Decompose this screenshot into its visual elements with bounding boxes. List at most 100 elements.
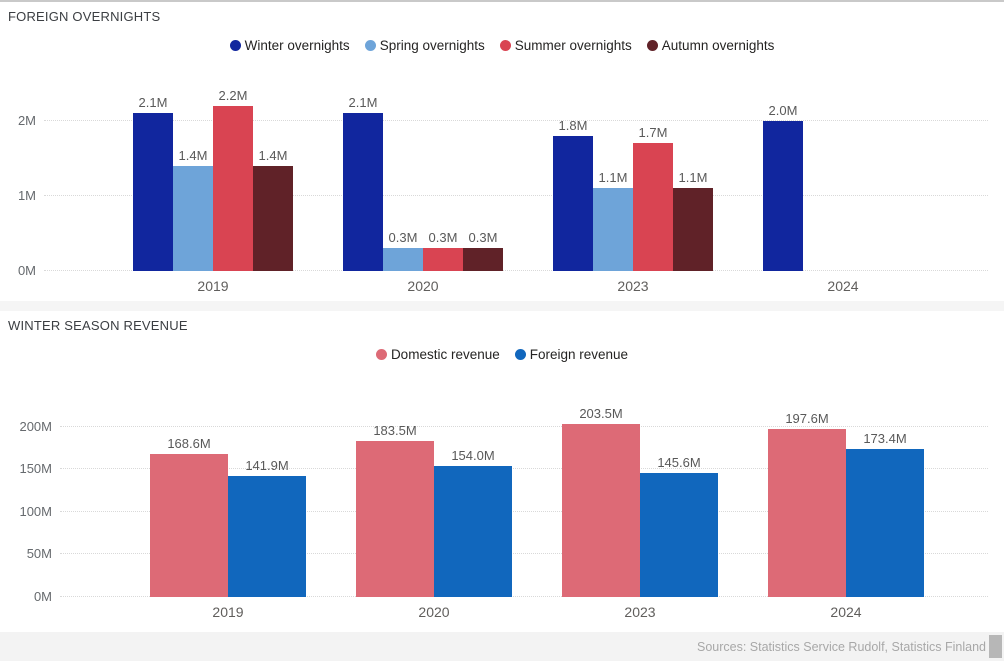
legend-label: Summer overnights bbox=[514, 37, 632, 53]
bar-group: 168.6M 141.9M 2019 bbox=[150, 397, 306, 620]
x-axis-label: 2019 bbox=[212, 604, 244, 620]
y-axis-tick-label: 0M bbox=[17, 263, 36, 278]
data-label: 141.9M bbox=[245, 458, 289, 473]
data-label: 0.3M bbox=[428, 230, 458, 245]
bar-slot: 154.0M bbox=[434, 397, 512, 597]
bar[interactable] bbox=[356, 441, 434, 597]
data-label: 1.8M bbox=[558, 118, 588, 133]
section-divider bbox=[0, 301, 1004, 311]
bar[interactable] bbox=[640, 473, 718, 597]
scrollbar-thumb[interactable] bbox=[989, 635, 1002, 658]
data-label: 0.3M bbox=[468, 230, 498, 245]
bar-group: 2.0M 2024 bbox=[763, 76, 923, 294]
legend-item[interactable]: Summer overnights bbox=[499, 37, 632, 53]
bar-group: 203.5M 145.6M 2023 bbox=[562, 397, 718, 620]
bar[interactable] bbox=[253, 166, 293, 271]
x-axis-label: 2024 bbox=[830, 604, 862, 620]
bar[interactable] bbox=[383, 248, 423, 271]
bar[interactable] bbox=[150, 454, 228, 597]
bar-slot: 1.8M bbox=[553, 76, 593, 271]
bar-slot: 1.7M bbox=[633, 76, 673, 271]
data-label: 2.2M bbox=[218, 88, 248, 103]
bar[interactable] bbox=[553, 136, 593, 271]
bar-groups: 168.6M 141.9M 2019 183.5M 154.0M 2020 203.5M 14… bbox=[150, 397, 924, 620]
data-label: 1.1M bbox=[678, 170, 708, 185]
data-label: 168.6M bbox=[167, 436, 211, 451]
bar-slot: 197.6M bbox=[768, 397, 846, 597]
bar-group: 197.6M 173.4M 2024 bbox=[768, 397, 924, 620]
y-axis-tick-label: 0M bbox=[33, 589, 52, 604]
bar-slot bbox=[883, 76, 923, 271]
y-axis-tick-label: 100M bbox=[19, 504, 52, 519]
y-axis-tick-label: 150M bbox=[19, 461, 52, 476]
bar[interactable] bbox=[173, 166, 213, 271]
y-axis-tick-label: 1M bbox=[17, 188, 36, 203]
chart-winter-season-revenue: WINTER SEASON REVENUE Domestic revenue Fo… bbox=[0, 311, 1004, 620]
bar-group: 2.1M 1.4M 2.2M 1.4M 2019 bbox=[133, 76, 293, 294]
data-label: 2.0M bbox=[768, 103, 798, 118]
legend-label: Spring overnights bbox=[379, 37, 485, 53]
gridline bbox=[60, 426, 988, 427]
bar[interactable] bbox=[763, 121, 803, 271]
bar-slot: 145.6M bbox=[640, 397, 718, 597]
data-label: 183.5M bbox=[373, 423, 417, 438]
data-label: 145.6M bbox=[657, 455, 701, 470]
legend-label: Autumn overnights bbox=[661, 37, 775, 53]
bar[interactable] bbox=[434, 466, 512, 597]
bar-slot: 1.1M bbox=[593, 76, 633, 271]
data-label: 2.1M bbox=[138, 95, 168, 110]
gridline bbox=[60, 468, 988, 469]
bar[interactable] bbox=[228, 476, 306, 597]
bar-slot: 1.4M bbox=[253, 76, 293, 271]
bar[interactable] bbox=[633, 143, 673, 271]
y-axis-tick-label: 200M bbox=[19, 419, 52, 434]
legend-dot-icon bbox=[514, 348, 526, 360]
y-axis-tick-label: 2M bbox=[17, 113, 36, 128]
bar[interactable] bbox=[133, 113, 173, 271]
bar[interactable] bbox=[343, 113, 383, 271]
legend-item[interactable]: Spring overnights bbox=[364, 37, 485, 53]
bar[interactable] bbox=[213, 106, 253, 271]
data-label: 1.1M bbox=[598, 170, 628, 185]
legend-label: Winter overnights bbox=[244, 37, 350, 53]
plot-area: 2.1M 1.4M 2.2M 1.4M 2019 2.1M 0.3M 0.3M 0.3M 2020… bbox=[8, 76, 996, 294]
legend-dot-icon bbox=[499, 39, 511, 51]
bar[interactable] bbox=[768, 429, 846, 597]
data-label: 1.7M bbox=[638, 125, 668, 140]
bar[interactable] bbox=[673, 188, 713, 271]
legend-item[interactable]: Winter overnights bbox=[229, 37, 350, 53]
legend-item[interactable]: Autumn overnights bbox=[646, 37, 775, 53]
legend-dot-icon bbox=[364, 39, 376, 51]
bar[interactable] bbox=[562, 424, 640, 597]
bar-slot bbox=[843, 76, 883, 271]
plot-area: 168.6M 141.9M 2019 183.5M 154.0M 2020 203.5M 14… bbox=[8, 397, 996, 620]
bar-slot: 2.2M bbox=[213, 76, 253, 271]
sources-text: Sources: Statistics Service Rudolf, Stat… bbox=[696, 639, 986, 654]
bar-slot: 0.3M bbox=[383, 76, 423, 271]
gridline bbox=[60, 511, 988, 512]
legend-item[interactable]: Domestic revenue bbox=[375, 346, 500, 362]
bar-slot: 141.9M bbox=[228, 397, 306, 597]
bar-slot: 2.0M bbox=[763, 76, 803, 271]
bar-slot: 203.5M bbox=[562, 397, 640, 597]
bar[interactable] bbox=[463, 248, 503, 271]
data-label: 154.0M bbox=[451, 448, 495, 463]
x-axis-label: 2024 bbox=[827, 278, 859, 294]
bar[interactable] bbox=[846, 449, 924, 597]
bar-group: 1.8M 1.1M 1.7M 1.1M 2023 bbox=[553, 76, 713, 294]
x-axis-label: 2020 bbox=[407, 278, 439, 294]
gridline bbox=[60, 553, 988, 554]
chart-title: WINTER SEASON REVENUE bbox=[8, 318, 188, 333]
legend-item[interactable]: Foreign revenue bbox=[514, 347, 628, 362]
bar-slot: 2.1M bbox=[133, 76, 173, 271]
bar-slot: 168.6M bbox=[150, 397, 228, 597]
legend-dot-icon bbox=[646, 39, 658, 51]
footer-bar: Sources: Statistics Service Rudolf, Stat… bbox=[0, 632, 1004, 661]
bar[interactable] bbox=[423, 248, 463, 271]
gridline bbox=[60, 596, 988, 597]
bar-slot: 0.3M bbox=[463, 76, 503, 271]
bar-slot: 1.1M bbox=[673, 76, 713, 271]
bar[interactable] bbox=[593, 188, 633, 271]
legend-label: Domestic revenue bbox=[390, 346, 500, 362]
